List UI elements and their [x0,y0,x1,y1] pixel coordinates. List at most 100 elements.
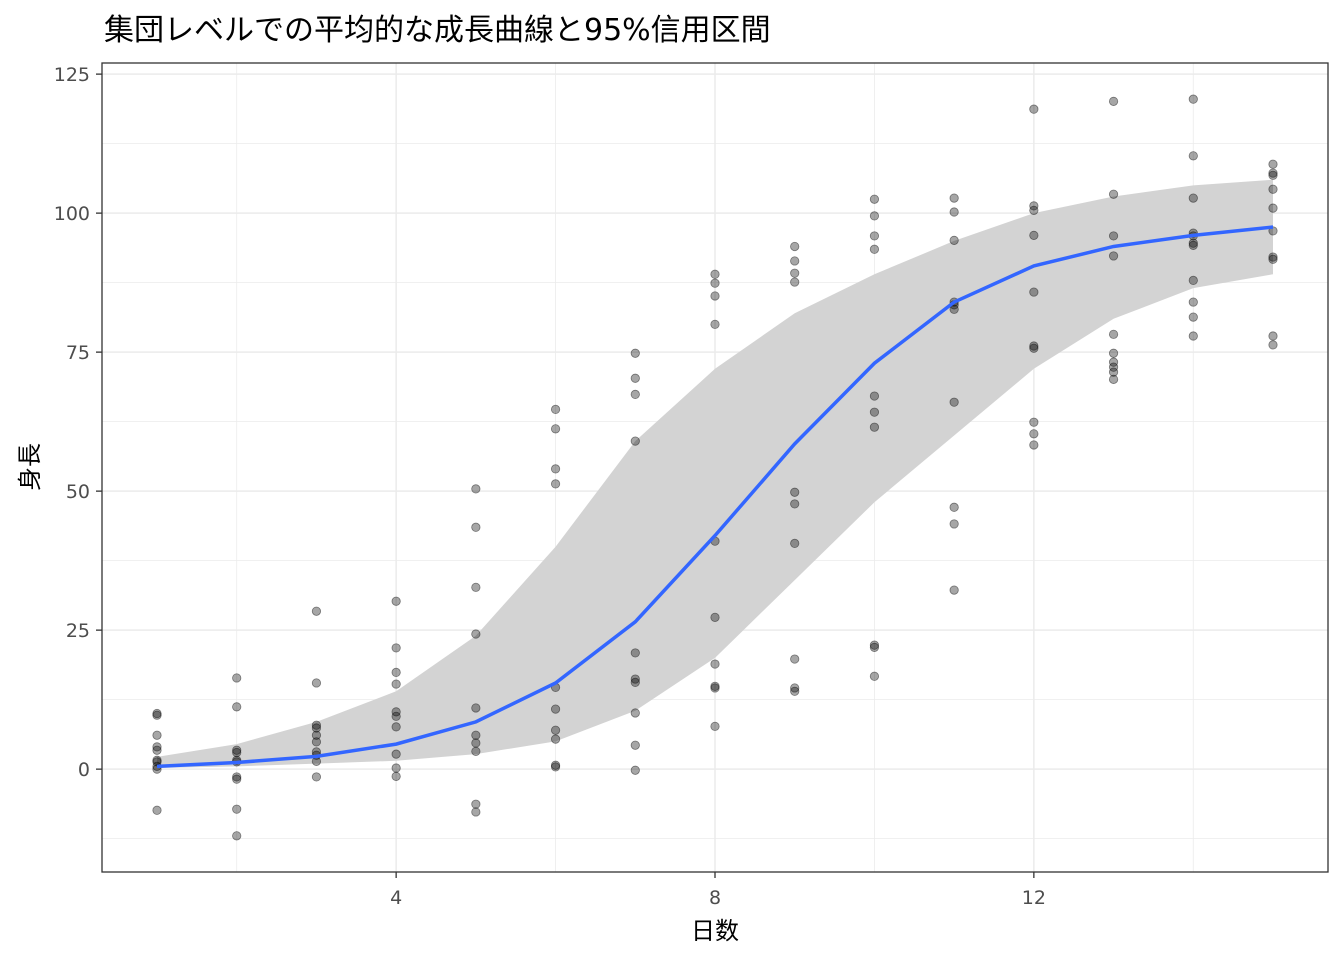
data-point [391,722,401,732]
data-point [1188,297,1198,307]
data-point [1188,275,1198,286]
y-tick-label: 25 [66,620,90,642]
data-point [1268,340,1278,350]
data-point [790,268,800,278]
data-point [1268,184,1278,194]
credible-interval-band [157,179,1273,769]
data-point [550,404,561,414]
data-point [869,211,880,221]
data-point [550,424,561,434]
data-point [710,278,720,288]
data-point [391,596,401,606]
y-axis-label: 身長 [16,443,44,491]
data-point [152,745,162,755]
data-point [1268,331,1278,341]
data-point [311,737,322,747]
data-point [630,765,640,775]
data-point [710,721,720,731]
data-point [1188,193,1198,203]
data-point [630,740,640,750]
data-point [311,772,322,782]
data-point [471,746,481,756]
data-point [152,755,162,765]
data-point [630,436,640,446]
data-point [790,256,800,266]
data-point [1188,94,1198,104]
data-point [1268,252,1278,262]
mean-growth-curve [156,225,1274,769]
data-point [710,269,720,279]
major-gridlines [102,63,1328,872]
data-point [1108,251,1119,261]
data-point [790,241,800,252]
data-points [152,94,1278,841]
y-tick-label: 125 [54,64,90,86]
data-point [471,629,481,639]
data-point [790,654,800,664]
data-point [1029,440,1039,450]
data-point [391,749,401,759]
data-point [869,194,880,204]
data-point [630,648,640,658]
data-point [391,679,401,689]
data-point [152,805,162,815]
data-point [630,674,640,684]
data-point [630,708,640,718]
y-tick-label: 75 [66,342,90,364]
data-point [869,244,880,254]
x-axis-label: 日数 [691,917,739,945]
data-point [790,686,800,696]
data-point [790,538,800,548]
data-point [869,231,880,241]
data-point [550,762,561,772]
data-point [869,640,880,650]
data-point [471,703,481,713]
data-point [710,291,720,301]
data-point [710,681,720,691]
data-point [391,667,401,677]
data-point [949,193,959,203]
data-point [949,585,959,595]
data-point [550,464,561,474]
data-point [1029,230,1039,240]
data-point [1188,240,1198,250]
data-point [1268,159,1278,169]
data-point [949,304,959,314]
data-point [471,484,481,494]
data-point [311,730,322,740]
data-point [232,673,242,683]
data-point [790,487,800,497]
data-point [391,763,401,773]
data-point [1188,331,1198,341]
data-point [311,606,322,616]
data-point [949,519,959,529]
data-point [949,502,959,512]
data-point [311,723,322,733]
data-point [949,207,959,217]
data-point [1029,287,1039,297]
data-point [1108,348,1119,358]
data-point [1108,329,1119,339]
data-point [391,771,401,781]
data-point [152,708,162,719]
data-point [232,774,242,784]
data-point [391,711,401,721]
data-point [1029,429,1039,439]
data-point [1029,201,1039,211]
y-tick-label: 50 [66,481,90,503]
data-point [1188,312,1198,322]
data-point [790,499,800,509]
data-point [1108,362,1119,372]
data-point [1108,374,1119,384]
data-point [1188,238,1198,248]
data-point [630,389,640,399]
data-point [1268,254,1278,264]
data-point [1108,189,1119,199]
data-point [949,235,959,245]
data-point [152,730,162,740]
data-point [550,725,561,735]
data-point [471,730,481,740]
data-point [311,720,322,730]
data-point [710,659,720,669]
data-point [232,772,242,782]
